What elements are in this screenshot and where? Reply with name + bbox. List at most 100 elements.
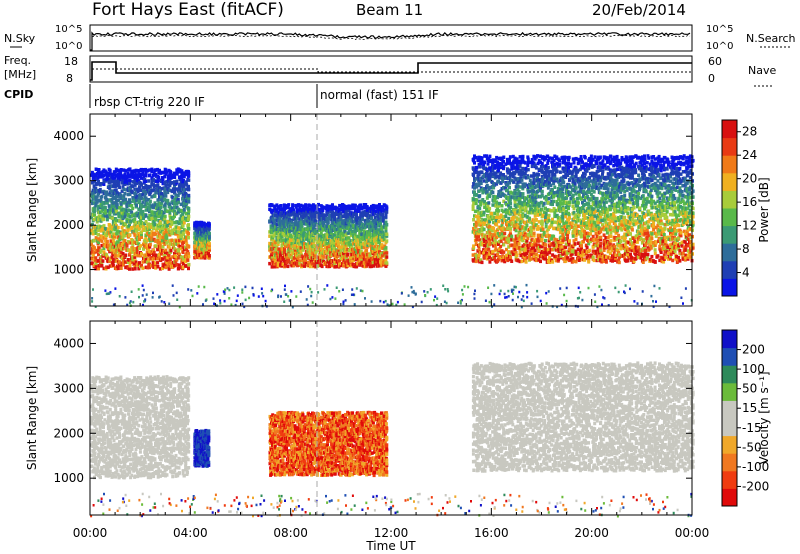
power-echo-cell <box>131 180 135 184</box>
power-echo-cell <box>122 259 125 264</box>
power-echo-cell <box>140 196 143 200</box>
power-echo-cell <box>159 197 163 202</box>
power-echo-cell <box>163 214 167 219</box>
power-echo-cell <box>125 242 129 246</box>
power-echo-cell <box>137 242 141 246</box>
power-echo-cell <box>130 210 134 214</box>
power-echo-cell <box>159 214 163 218</box>
freq-tick-high: 18 <box>64 55 78 68</box>
power-echo-cell <box>108 234 112 239</box>
power-echo-cell <box>161 257 164 261</box>
power-echo-cell <box>277 232 281 236</box>
power-echo-cell <box>271 241 275 246</box>
power-echo-cell <box>510 221 514 225</box>
power-echo-cell <box>349 250 353 254</box>
power-echo-cell <box>525 223 529 228</box>
power-echo-cell <box>279 260 283 264</box>
power-echo-cell <box>384 229 388 233</box>
power-echo-cell <box>161 240 164 245</box>
power-echo-cell <box>319 244 323 248</box>
power-echo-cell <box>275 251 279 255</box>
power-echo-cell <box>173 180 176 184</box>
power-echo-cell <box>90 231 93 235</box>
power-echo-cell <box>100 243 104 248</box>
power-echo-cell <box>173 251 176 256</box>
power-echo-cell <box>131 257 135 262</box>
power-echo-cell <box>198 253 202 258</box>
power-echo-cell <box>319 255 323 259</box>
power-echo-cell <box>133 217 137 222</box>
power-echo-cell <box>95 195 99 199</box>
power-echo-cell <box>122 231 126 235</box>
power-echo-cell <box>150 169 154 174</box>
power-echo-cell <box>373 234 377 238</box>
power-echo-cell <box>145 244 149 248</box>
power-echo-cell <box>482 210 486 215</box>
power-echo-cell <box>314 264 318 268</box>
power-echo-cell <box>99 199 103 203</box>
power-echo-cell <box>132 230 136 235</box>
power-echo-cell <box>126 171 130 176</box>
power-echo-cell <box>128 223 131 228</box>
n-search-trace <box>92 34 691 41</box>
power-echo-cell <box>144 171 148 175</box>
power-echo-cell <box>138 237 141 242</box>
power-echo-cell <box>97 204 100 209</box>
power-echo-cell <box>323 236 326 240</box>
power-echo-cell <box>298 217 302 221</box>
power-echo-cell <box>292 233 296 237</box>
power-echo-cell <box>182 221 186 225</box>
power-echo-cell <box>177 200 181 205</box>
power-echo-cell <box>333 221 337 225</box>
power-echo-cell <box>106 177 110 182</box>
power-echo-cell <box>477 183 481 188</box>
power-echo-cell <box>110 248 114 252</box>
power-echo-cell <box>378 219 381 223</box>
power-echo-cell <box>121 235 125 239</box>
power-echo-cell <box>357 245 361 249</box>
power-echo-cell <box>140 176 143 180</box>
power-echo-cell <box>141 266 145 270</box>
power-echo-cell <box>156 179 160 184</box>
power-echo-cell <box>166 174 170 178</box>
power-echo-cell <box>537 173 541 177</box>
power-echo-cell <box>128 167 132 171</box>
power-echo-cell <box>207 241 211 246</box>
power-echo-cell <box>304 256 308 260</box>
power-echo-cell <box>123 215 127 219</box>
power-echo-cell <box>343 229 347 234</box>
noise-right-tick-low: 10^0 <box>706 41 733 52</box>
power-echo-cell <box>168 207 172 212</box>
power-echo-cell <box>131 267 135 271</box>
power-echo-cell <box>148 250 152 254</box>
power-echo-cell <box>180 208 184 213</box>
power-echo-cell <box>146 205 150 210</box>
power-echo-cell <box>520 259 524 264</box>
power-echo-cell <box>178 168 182 172</box>
power-echo-cell <box>471 204 475 208</box>
power-echo-cell <box>177 238 181 243</box>
power-echo-cell <box>363 210 367 214</box>
power-echo-cell <box>337 233 341 237</box>
power-echo-cell <box>289 249 293 253</box>
power-echo-cell <box>314 255 318 259</box>
power-echo-cell <box>102 217 106 221</box>
power-echo-cell <box>308 219 312 224</box>
power-echo-cell <box>133 187 137 191</box>
power-echo-cell <box>161 176 164 180</box>
power-echo-cell <box>492 226 496 231</box>
power-echo-cell <box>163 174 167 179</box>
power-echo-cell <box>101 254 105 258</box>
power-echo-cell <box>516 184 520 188</box>
power-echo-cell <box>119 221 123 225</box>
power-echo-cell <box>293 222 297 226</box>
power-echo-cell <box>342 232 346 237</box>
power-echo-cell <box>128 178 132 183</box>
power-echo-cell <box>379 207 382 211</box>
noise-tick-high: 10^5 <box>55 24 82 35</box>
power-echo-cell <box>102 179 106 184</box>
power-echo-cell <box>128 251 132 255</box>
power-echo-cell <box>326 251 330 255</box>
power-echo-cell <box>328 244 331 248</box>
power-echo-cell <box>114 188 118 192</box>
